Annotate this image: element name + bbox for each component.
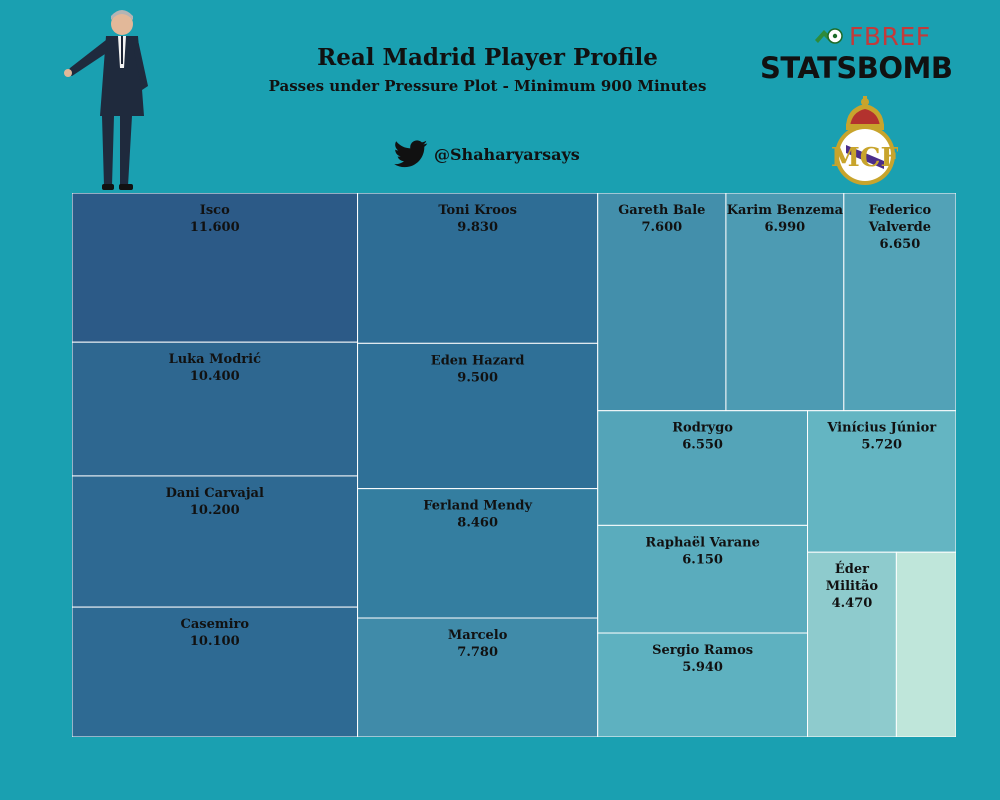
cell-value-label: 5.720 (861, 438, 902, 453)
cell-player-name: Toni Kroos (438, 203, 517, 218)
svg-text:MCF: MCF (832, 143, 898, 173)
cell-value-label: 10.100 (190, 634, 240, 649)
cell-value-label: 6.650 (880, 237, 921, 252)
twitter-handle: @Shaharyarsays (434, 144, 580, 164)
treemap-cell (597, 632, 809, 737)
chart-title: Real Madrid Player Profile (317, 44, 658, 71)
treemap-cell (357, 617, 599, 737)
cell-player-name: Rodrygo (672, 421, 733, 436)
cell-player-name: Sergio Ramos (652, 643, 753, 658)
cell-value-label: 10.400 (190, 369, 240, 384)
treemap-chart: Isco 11.600 Luka Modrić 10.400 Dani Carvajal… (72, 193, 956, 737)
fbref-logo-text: FBREF (849, 22, 931, 51)
treemap-cell (357, 488, 599, 619)
cell-player-name: Federico (869, 203, 932, 218)
cell-player-name: Valverde (868, 220, 931, 235)
coach-photo (64, 10, 148, 190)
cell-player-name: Luka Modrić (169, 352, 261, 367)
treemap-cell (357, 193, 599, 344)
cell-value-label: 4.470 (832, 596, 873, 611)
fbref-logo: FBREF (815, 24, 931, 49)
cell-value-label: 6.990 (765, 220, 806, 235)
treemap-cell (597, 524, 809, 634)
cell-player-name: Militão (826, 579, 879, 594)
cell-player-name: Eden Hazard (431, 353, 525, 368)
cell-value-label: 6.150 (682, 552, 723, 567)
cell-value-label: 9.830 (457, 220, 498, 235)
statsbomb-logo: STATSBOMB (760, 51, 953, 85)
treemap-cell (843, 193, 956, 412)
cell-value-label: 8.460 (457, 516, 498, 531)
cell-player-name: Raphaël Varane (645, 535, 760, 550)
cell-value-label: 10.200 (190, 503, 240, 518)
soccer-ball-icon (815, 27, 843, 44)
cell-player-name: Marcelo (448, 628, 508, 643)
treemap-cell (725, 193, 845, 412)
twitter-credit: @Shaharyarsays (394, 139, 580, 169)
cell-player-name: Vinícius Júnior (826, 421, 936, 436)
cell-player-name: Ferland Mendy (423, 499, 532, 514)
cell-value-label: 7.600 (641, 220, 682, 235)
cell-value-label: 5.940 (682, 660, 723, 675)
real-madrid-crest: MCF (832, 96, 898, 185)
cell-value-label: 9.500 (457, 370, 498, 385)
cell-value-label: 11.600 (190, 220, 240, 235)
chart-subtitle: Passes under Pressure Plot - Minimum 900… (268, 77, 707, 95)
treemap-cell (895, 551, 956, 737)
twitter-bird-icon (394, 140, 428, 168)
cell-player-name: Gareth Bale (618, 203, 705, 218)
cell-player-name: Karim Benzema (727, 203, 844, 218)
cell-player-name: Éder (835, 561, 869, 577)
treemap-cell (72, 193, 359, 343)
cell-player-name: Casemiro (180, 617, 249, 632)
treemap-cell (72, 341, 359, 477)
treemap-cell (807, 551, 897, 737)
cell-value-label: 7.780 (457, 645, 498, 660)
cell-player-name: Dani Carvajal (166, 486, 264, 501)
treemap-cell (597, 410, 809, 526)
cell-value-label: 6.550 (682, 438, 723, 453)
cell-player-name: Isco (200, 203, 230, 218)
treemap-cell (807, 410, 956, 553)
